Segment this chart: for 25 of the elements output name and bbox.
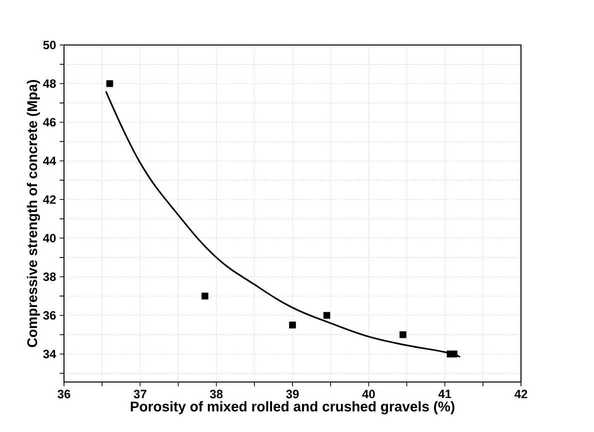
point [400, 331, 406, 338]
x-tick-label: 38 [210, 390, 223, 398]
x-tick-label: 36 [58, 390, 70, 398]
y-axis-title: Compressive strength of concrete (Mpa) [26, 80, 40, 348]
x-tick-label: 42 [514, 390, 528, 398]
y-tick-label: 42 [43, 195, 56, 204]
y-tick-label: 44 [43, 156, 56, 165]
y-tick-label: 48 [43, 79, 56, 88]
y-tick-label: 38 [43, 272, 56, 282]
y-tick-label: 46 [43, 118, 56, 126]
point [106, 80, 114, 88]
point [323, 312, 330, 319]
x-tick-label: 41 [438, 390, 452, 398]
x-tick-label: 37 [134, 390, 146, 398]
x-tick-label: 40 [362, 390, 375, 398]
y-tick-label: 50 [43, 40, 56, 50]
point [202, 292, 208, 300]
point [289, 322, 296, 328]
y-tick-label: 36 [43, 311, 56, 320]
x-tick-label: 39 [286, 390, 299, 398]
y-tick-label: 40 [43, 234, 56, 242]
y-tick-label: 34 [43, 350, 56, 358]
x-axis-title: Porosity of mixed rolled and crushed gravels (%) [130, 401, 454, 414]
line-series [105, 90, 461, 358]
point [450, 350, 458, 358]
